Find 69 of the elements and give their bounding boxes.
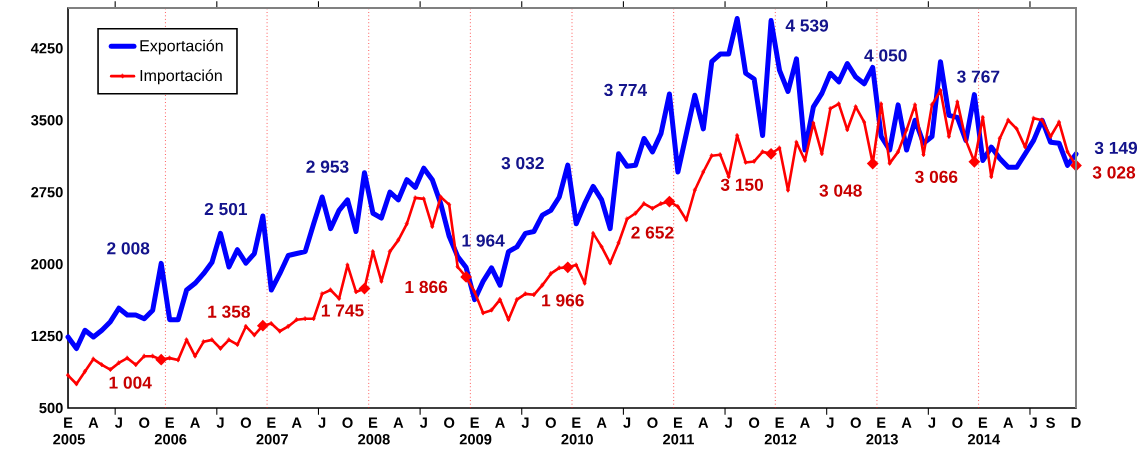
data-label: 2 652 (631, 226, 674, 239)
y-tick-label: 2750 (31, 186, 63, 198)
data-label: 3 774 (604, 83, 647, 97)
x-tick-label: J (623, 417, 631, 428)
legend-label: Importación (140, 69, 222, 85)
data-label: 3 048 (819, 184, 862, 197)
data-label: 1 966 (542, 294, 584, 307)
x-tick-label: E 2006 (154, 417, 187, 445)
data-label: 3 149 (1094, 141, 1138, 155)
x-tick-label: E 2011 (663, 417, 694, 445)
x-tick-label: A (1003, 417, 1014, 428)
data-label: 2 501 (204, 202, 248, 216)
data-label: 3 032 (501, 156, 544, 170)
x-tick-label: A (901, 417, 912, 428)
y-tick-label: 2000 (31, 258, 63, 270)
x-tick-label: O (647, 417, 658, 428)
x-tick-label: E 2014 (967, 417, 1001, 445)
x-tick-label: A (495, 417, 505, 428)
x-tick-label: O (749, 417, 760, 428)
x-tick-label: J (928, 417, 936, 428)
x-tick-label: O (545, 417, 556, 428)
data-label: 2 008 (107, 242, 150, 255)
x-tick-label: A (596, 417, 607, 428)
x-tick-label: E 2009 (459, 417, 492, 445)
x-tick-label: A (698, 417, 709, 428)
x-tick-label: J (318, 417, 326, 428)
y-tick-label: 4250 (30, 43, 63, 54)
x-tick-label: J (724, 417, 732, 428)
x-tick-label: O (444, 417, 455, 428)
x-tick-label: J (419, 417, 427, 428)
x-tick-label: E 2008 (358, 417, 390, 445)
data-label: 3 767 (957, 70, 1000, 83)
x-tick-label: E 2005 (53, 417, 85, 445)
x-tick-label: J (114, 417, 122, 428)
data-label: 1 964 (462, 234, 505, 247)
data-label: 4 050 (864, 49, 907, 62)
data-label: 1 358 (208, 305, 250, 318)
x-tick-label: A (393, 417, 404, 428)
data-label: 1 745 (321, 304, 364, 317)
x-tick-label: O (342, 417, 353, 428)
data-label: 1 866 (405, 280, 448, 294)
x-tick-label: D (1071, 417, 1081, 428)
x-tick-label: O (850, 417, 861, 428)
legend-label: Exportación (140, 39, 223, 55)
x-tick-label: O (952, 417, 963, 428)
x-tick-label: A (190, 417, 200, 428)
x-tick-label: J (521, 417, 529, 428)
x-tick-label: E 2012 (764, 417, 797, 445)
x-tick-label: O (139, 417, 150, 428)
data-label: 1 004 (109, 376, 152, 389)
x-tick-label: O (240, 417, 251, 428)
data-label: 3 066 (915, 170, 958, 183)
x-tick-label: S (1046, 417, 1055, 428)
x-tick-label: J (216, 417, 224, 428)
data-label: 2 953 (306, 160, 349, 173)
x-tick-label: E 2010 (561, 417, 593, 445)
y-tick-label: 1250 (31, 330, 63, 342)
x-tick-label: J (1029, 417, 1037, 428)
data-label: 3 028 (1092, 166, 1136, 179)
x-tick-label: J (826, 417, 834, 428)
x-tick-label: E 2007 (256, 417, 288, 445)
data-label: 3 150 (720, 178, 764, 191)
x-tick-label: A (291, 417, 302, 428)
y-tick-label: 500 (39, 402, 63, 414)
x-tick-label: A (88, 417, 99, 428)
data-label: 4 539 (785, 19, 829, 32)
x-tick-label: A (800, 417, 810, 428)
y-tick-label: 3500 (31, 115, 63, 126)
x-tick-label: E 2013 (866, 417, 898, 445)
